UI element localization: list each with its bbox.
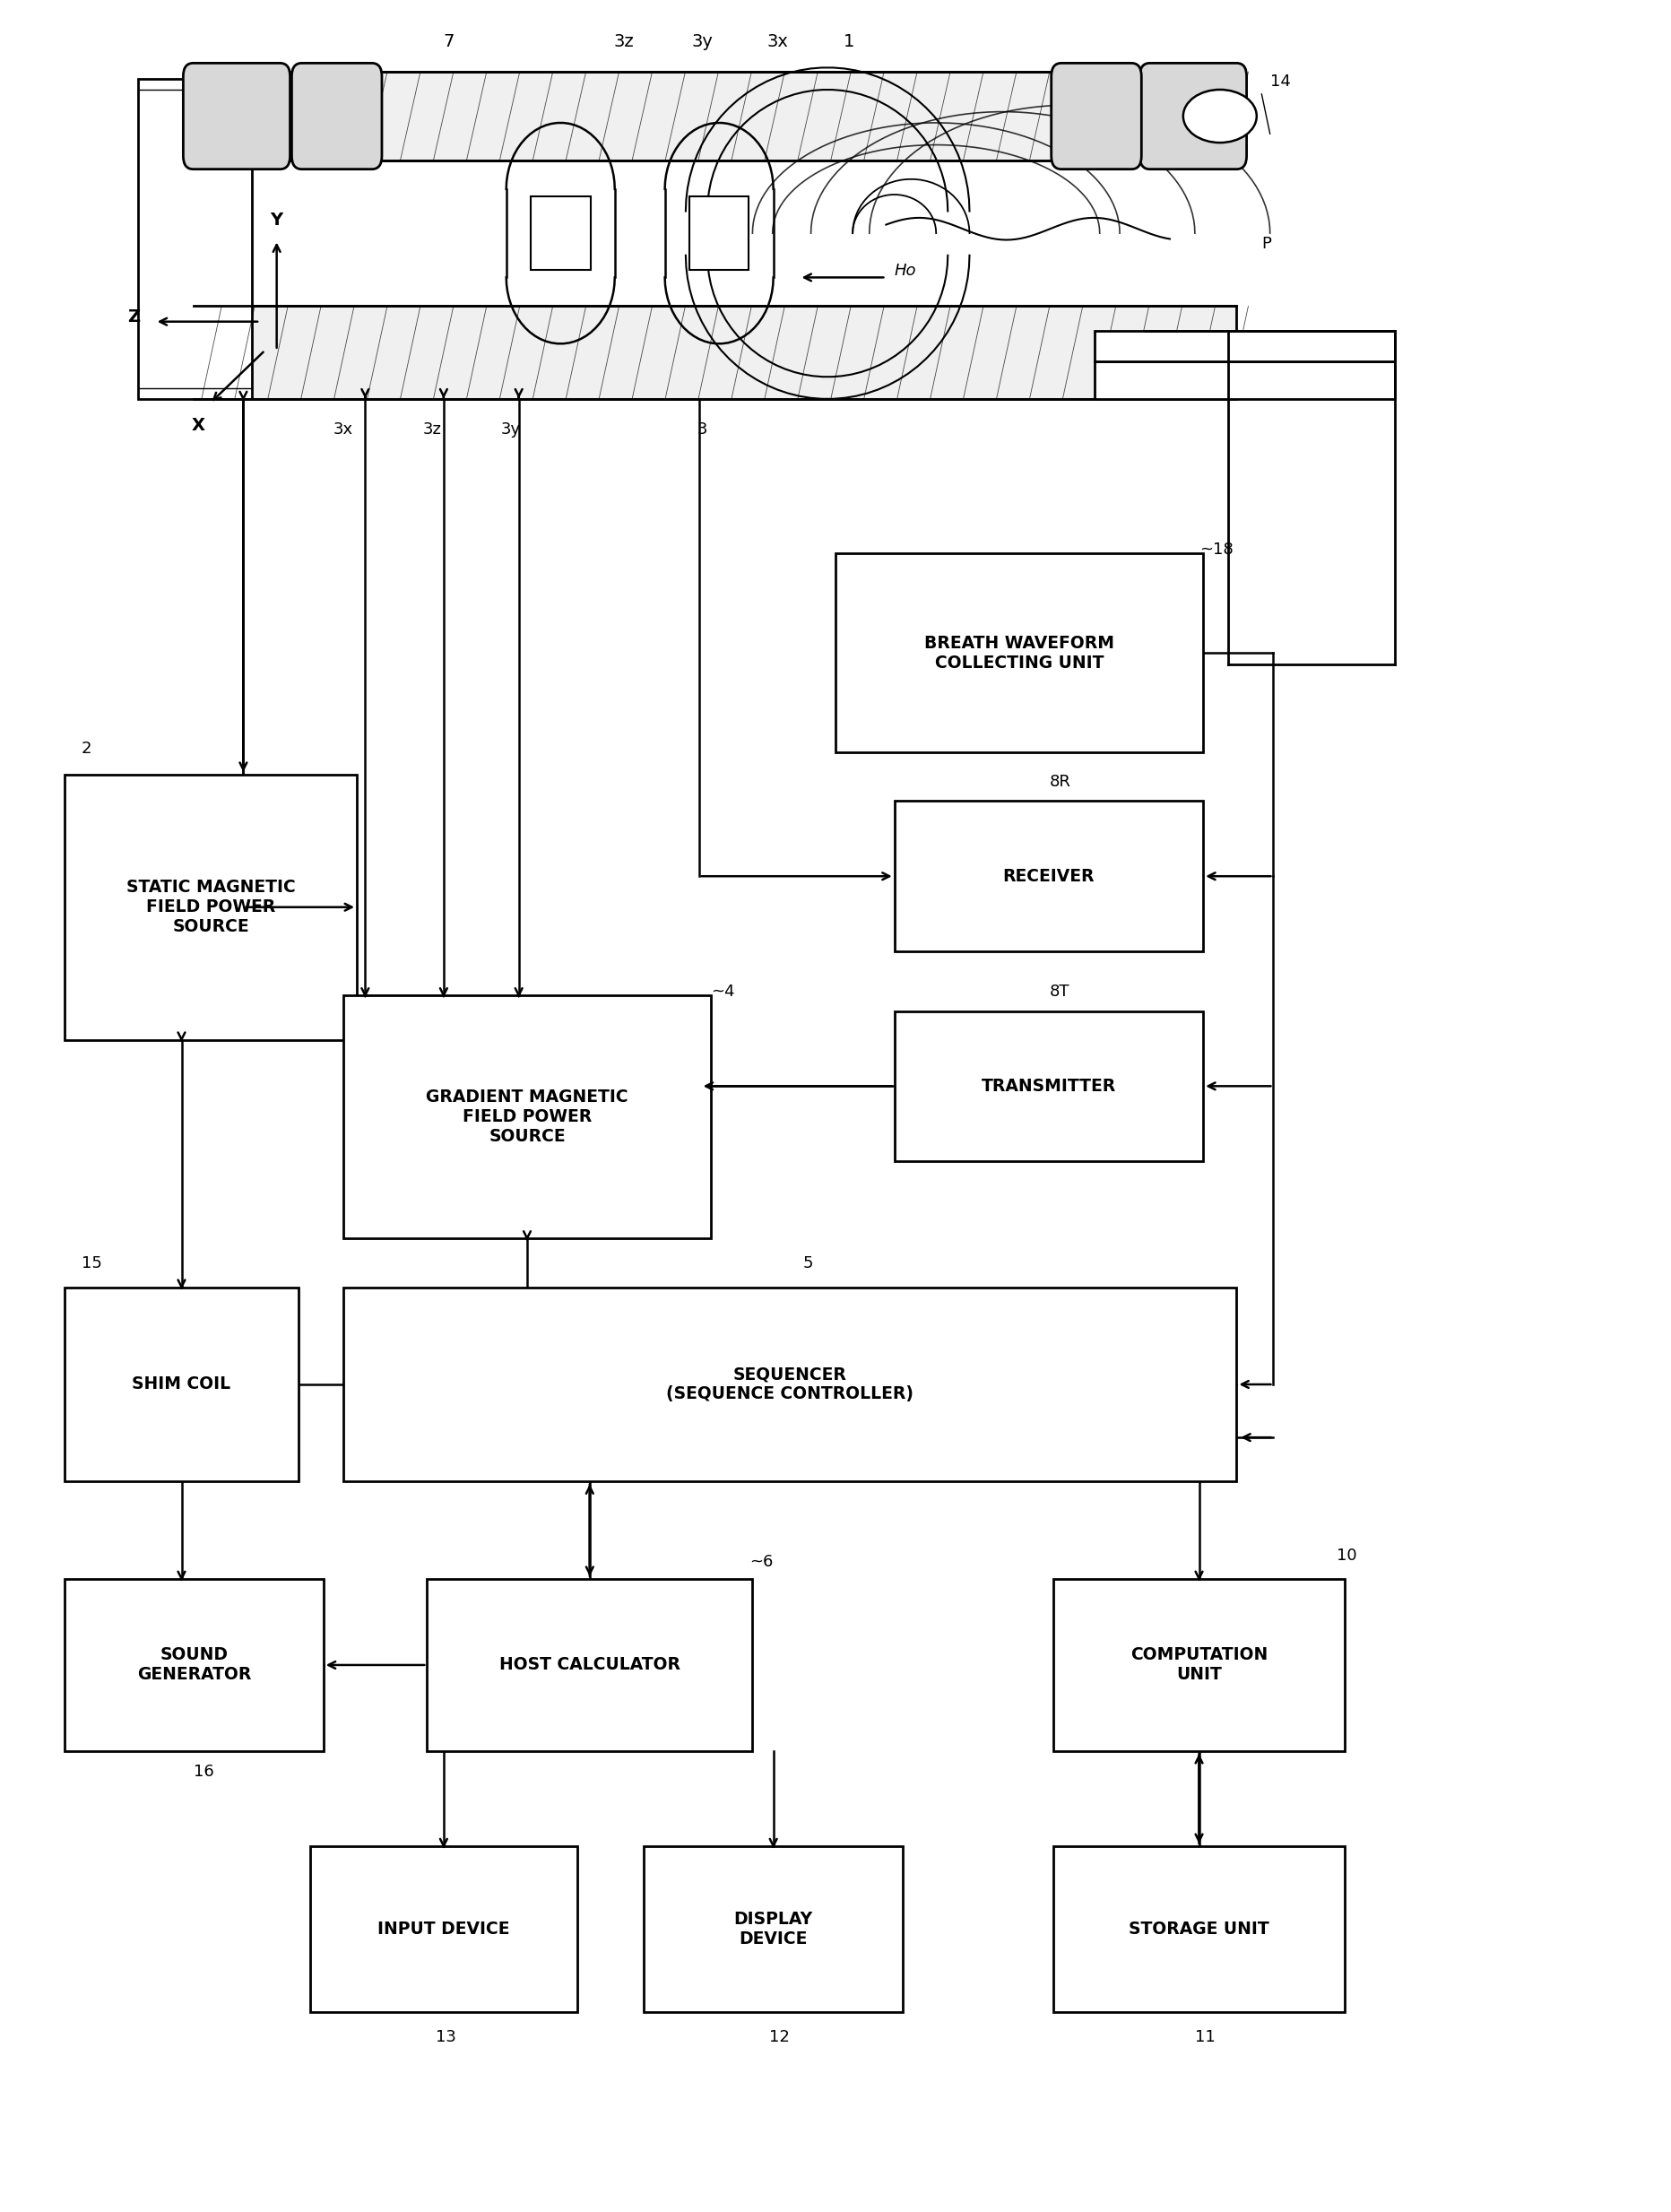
Bar bbox=[836, 553, 1203, 752]
Text: SEQUENCER
(SEQUENCE CONTROLLER): SEQUENCER (SEQUENCE CONTROLLER) bbox=[667, 1367, 914, 1402]
Text: X: X bbox=[192, 416, 206, 434]
Bar bbox=[894, 1011, 1203, 1161]
Bar bbox=[426, 1579, 752, 1752]
Text: SOUND
GENERATOR: SOUND GENERATOR bbox=[137, 1646, 251, 1683]
Text: Y: Y bbox=[271, 212, 282, 228]
Bar bbox=[894, 801, 1203, 951]
Text: Z: Z bbox=[127, 310, 140, 325]
Text: ~18: ~18 bbox=[1200, 542, 1233, 557]
Text: 8R: 8R bbox=[1049, 774, 1071, 790]
Text: 3y: 3y bbox=[500, 420, 520, 438]
Text: 3y: 3y bbox=[692, 33, 714, 51]
Text: RECEIVER: RECEIVER bbox=[1003, 867, 1095, 885]
Bar bbox=[65, 1287, 297, 1482]
Text: 1: 1 bbox=[844, 33, 854, 51]
Text: 3z: 3z bbox=[613, 33, 633, 51]
Text: INPUT DEVICE: INPUT DEVICE bbox=[378, 1920, 510, 1938]
Text: 3x: 3x bbox=[334, 420, 353, 438]
Text: GRADIENT MAGNETIC
FIELD POWER
SOURCE: GRADIENT MAGNETIC FIELD POWER SOURCE bbox=[426, 1088, 628, 1146]
FancyBboxPatch shape bbox=[291, 64, 381, 168]
Text: HOST CALCULATOR: HOST CALCULATOR bbox=[500, 1657, 680, 1674]
Text: 16: 16 bbox=[194, 1763, 214, 1781]
Text: SHIM COIL: SHIM COIL bbox=[132, 1376, 231, 1394]
Text: DISPLAY
DEVICE: DISPLAY DEVICE bbox=[734, 1911, 812, 1947]
FancyBboxPatch shape bbox=[184, 64, 289, 168]
Bar bbox=[530, 197, 590, 270]
Text: Ho: Ho bbox=[894, 263, 916, 279]
Text: 12: 12 bbox=[769, 2028, 789, 2046]
Bar bbox=[343, 995, 710, 1239]
Bar bbox=[65, 1579, 323, 1752]
Bar bbox=[1053, 1847, 1345, 2013]
Bar bbox=[309, 1847, 576, 2013]
Text: ~4: ~4 bbox=[710, 984, 734, 1000]
Text: 2: 2 bbox=[82, 741, 92, 757]
Bar bbox=[1095, 330, 1395, 361]
Bar bbox=[1095, 361, 1395, 398]
Text: 7: 7 bbox=[443, 33, 455, 51]
FancyBboxPatch shape bbox=[1140, 64, 1247, 168]
Text: TRANSMITTER: TRANSMITTER bbox=[981, 1077, 1116, 1095]
Text: 13: 13 bbox=[434, 2028, 456, 2046]
Bar bbox=[643, 1847, 902, 2013]
Bar bbox=[194, 305, 1237, 398]
Bar bbox=[1053, 1579, 1345, 1752]
FancyBboxPatch shape bbox=[1051, 64, 1141, 168]
Bar bbox=[194, 73, 1237, 159]
Text: 14: 14 bbox=[1270, 73, 1290, 91]
Bar bbox=[139, 80, 252, 398]
Text: 3z: 3z bbox=[423, 420, 441, 438]
Bar bbox=[343, 1287, 1237, 1482]
Text: STORAGE UNIT: STORAGE UNIT bbox=[1128, 1920, 1268, 1938]
Text: 3x: 3x bbox=[767, 33, 787, 51]
Text: P: P bbox=[1262, 237, 1270, 252]
Text: BREATH WAVEFORM
COLLECTING UNIT: BREATH WAVEFORM COLLECTING UNIT bbox=[924, 635, 1115, 672]
Text: 15: 15 bbox=[82, 1256, 102, 1272]
Text: ~6: ~6 bbox=[749, 1553, 772, 1571]
Text: 8T: 8T bbox=[1049, 984, 1069, 1000]
Text: STATIC MAGNETIC
FIELD POWER
SOURCE: STATIC MAGNETIC FIELD POWER SOURCE bbox=[125, 878, 296, 936]
Bar bbox=[688, 197, 749, 270]
Text: 10: 10 bbox=[1337, 1546, 1357, 1564]
Text: 5: 5 bbox=[802, 1256, 812, 1272]
Bar bbox=[65, 774, 356, 1040]
Text: COMPUTATION
UNIT: COMPUTATION UNIT bbox=[1130, 1646, 1267, 1683]
Text: 11: 11 bbox=[1195, 2028, 1215, 2046]
Text: 3: 3 bbox=[697, 420, 707, 438]
Ellipse shape bbox=[1183, 91, 1257, 142]
